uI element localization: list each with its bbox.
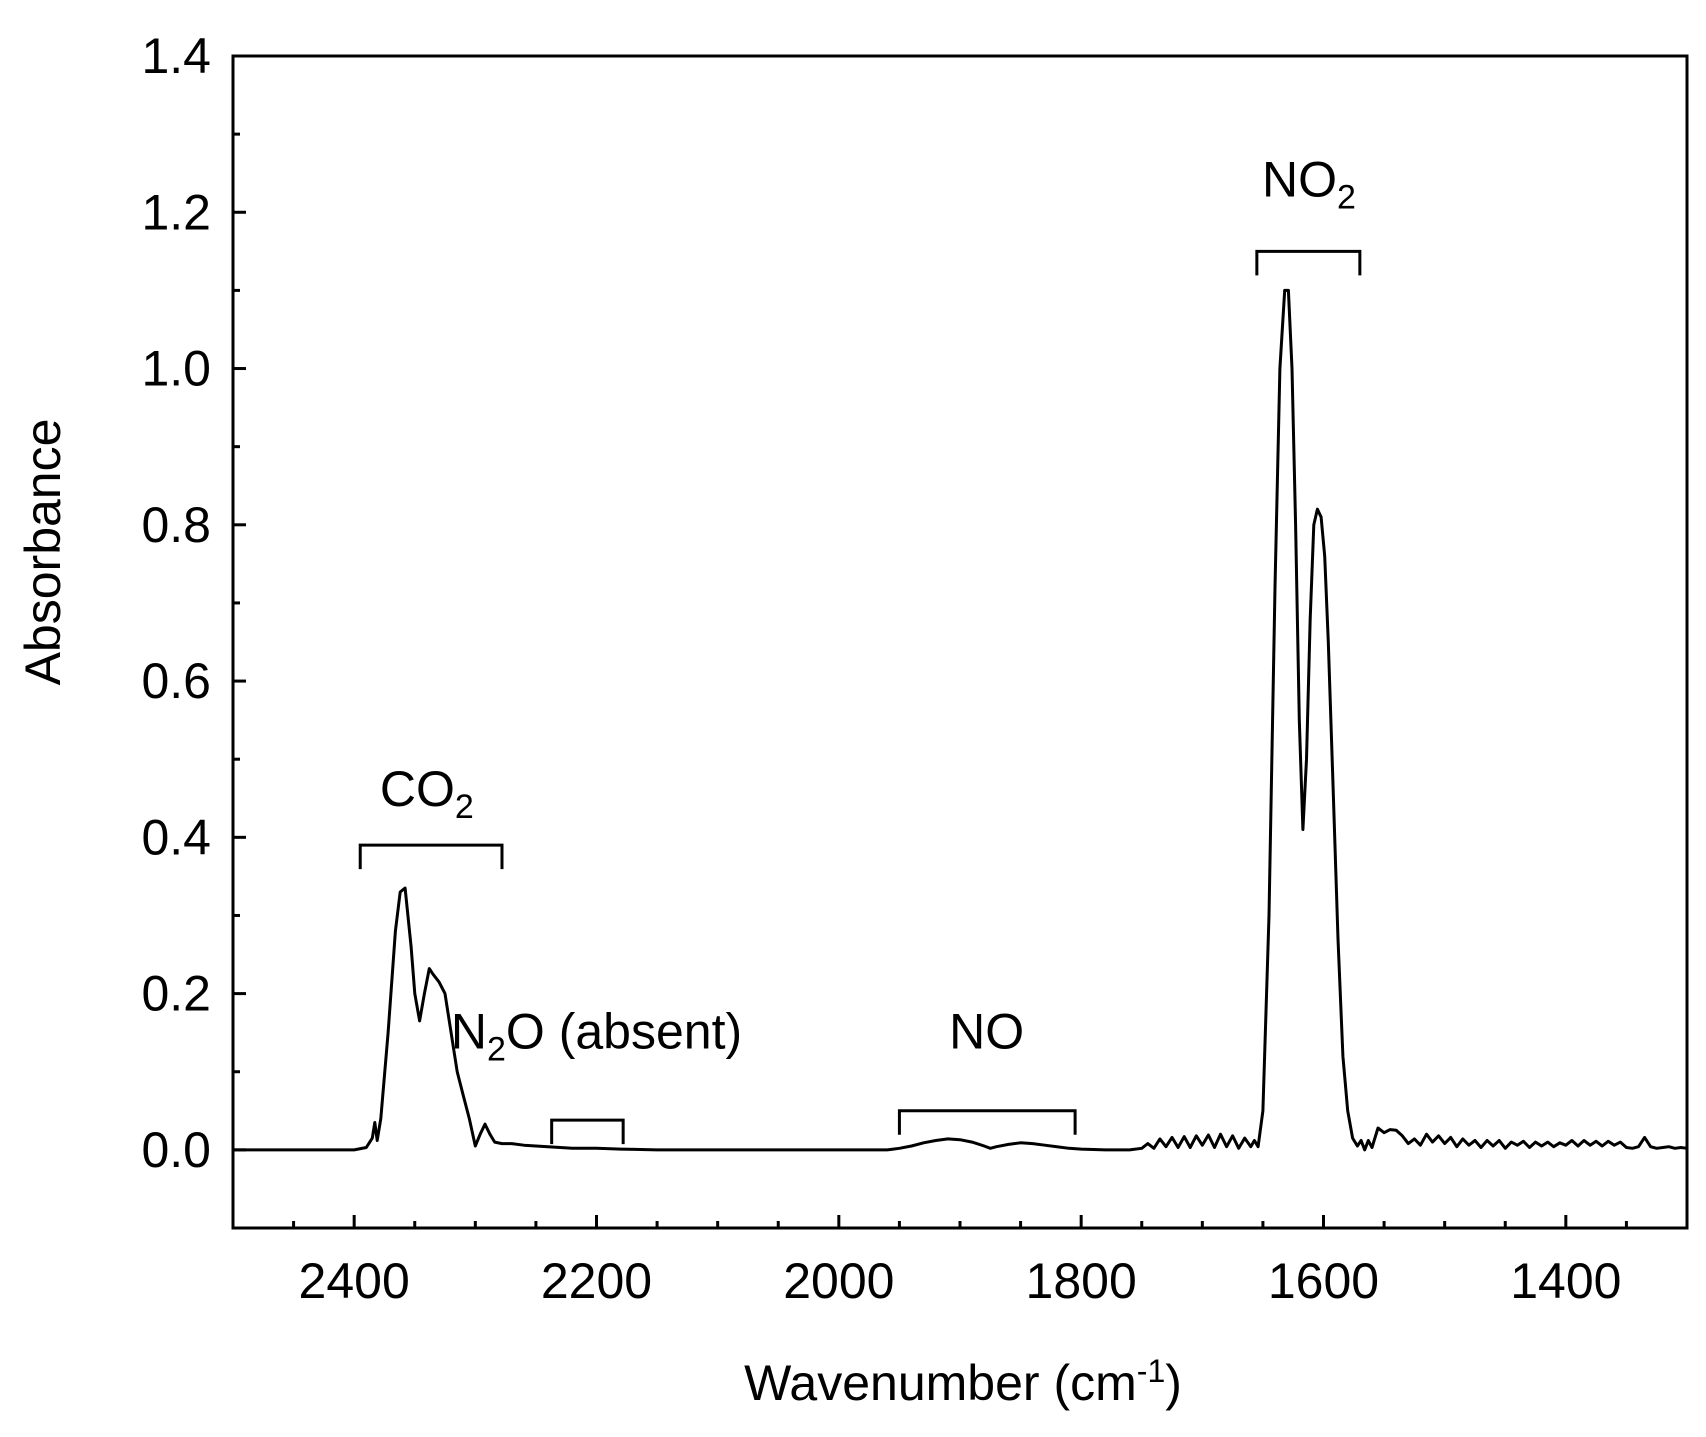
annotation-label: CO2 [380, 761, 474, 826]
annotation-bracket [550, 1118, 625, 1145]
x-axis-ticks: 2400 2200 2000 1800 1600 1400 [231, 1215, 1689, 1309]
y-tick-label: 0.0 [141, 1122, 211, 1178]
annotation-bracket [1255, 249, 1362, 276]
y-axis-ticks: 0.0 0.2 0.4 0.6 0.8 1.0 1.2 1.4 [141, 28, 246, 1230]
x-tick-label: 2200 [541, 1253, 652, 1309]
y-tick-label: 1.4 [141, 28, 211, 84]
y-tick-label: 0.6 [141, 653, 211, 709]
x-axis-title-sup: -1 [1137, 1353, 1165, 1389]
annotation-bracket [358, 843, 504, 870]
y-tick-label: 0.4 [141, 809, 211, 865]
plot-frame [231, 54, 1689, 1230]
x-axis-title-main: Wavenumber (cm [744, 1355, 1137, 1411]
series-line [233, 288, 1688, 1152]
annotation-bracket [897, 1109, 1077, 1135]
annotation-label: N2O (absent) [451, 1003, 742, 1068]
x-tick-label: 2400 [299, 1253, 410, 1309]
x-tick-label: 1600 [1268, 1253, 1379, 1309]
y-tick-label: 0.2 [141, 966, 211, 1022]
x-axis-title: Wavenumber (cm-1) [744, 1353, 1182, 1411]
y-tick-label: 0.8 [141, 497, 211, 553]
y-tick-label: 1.2 [141, 184, 211, 240]
y-tick-label: 1.0 [141, 341, 211, 397]
x-tick-label: 1400 [1510, 1253, 1621, 1309]
annotations: CO2 N2O (absent) NO NO2 [358, 152, 1362, 1145]
annotation-label: NO2 [1262, 152, 1356, 217]
x-tick-label: 1800 [1026, 1253, 1137, 1309]
y-axis-title: Absorbance [15, 419, 71, 686]
x-axis-title-end: ) [1165, 1355, 1182, 1411]
annotation-label: NO [949, 1003, 1024, 1059]
x-tick-label: 2000 [783, 1253, 894, 1309]
